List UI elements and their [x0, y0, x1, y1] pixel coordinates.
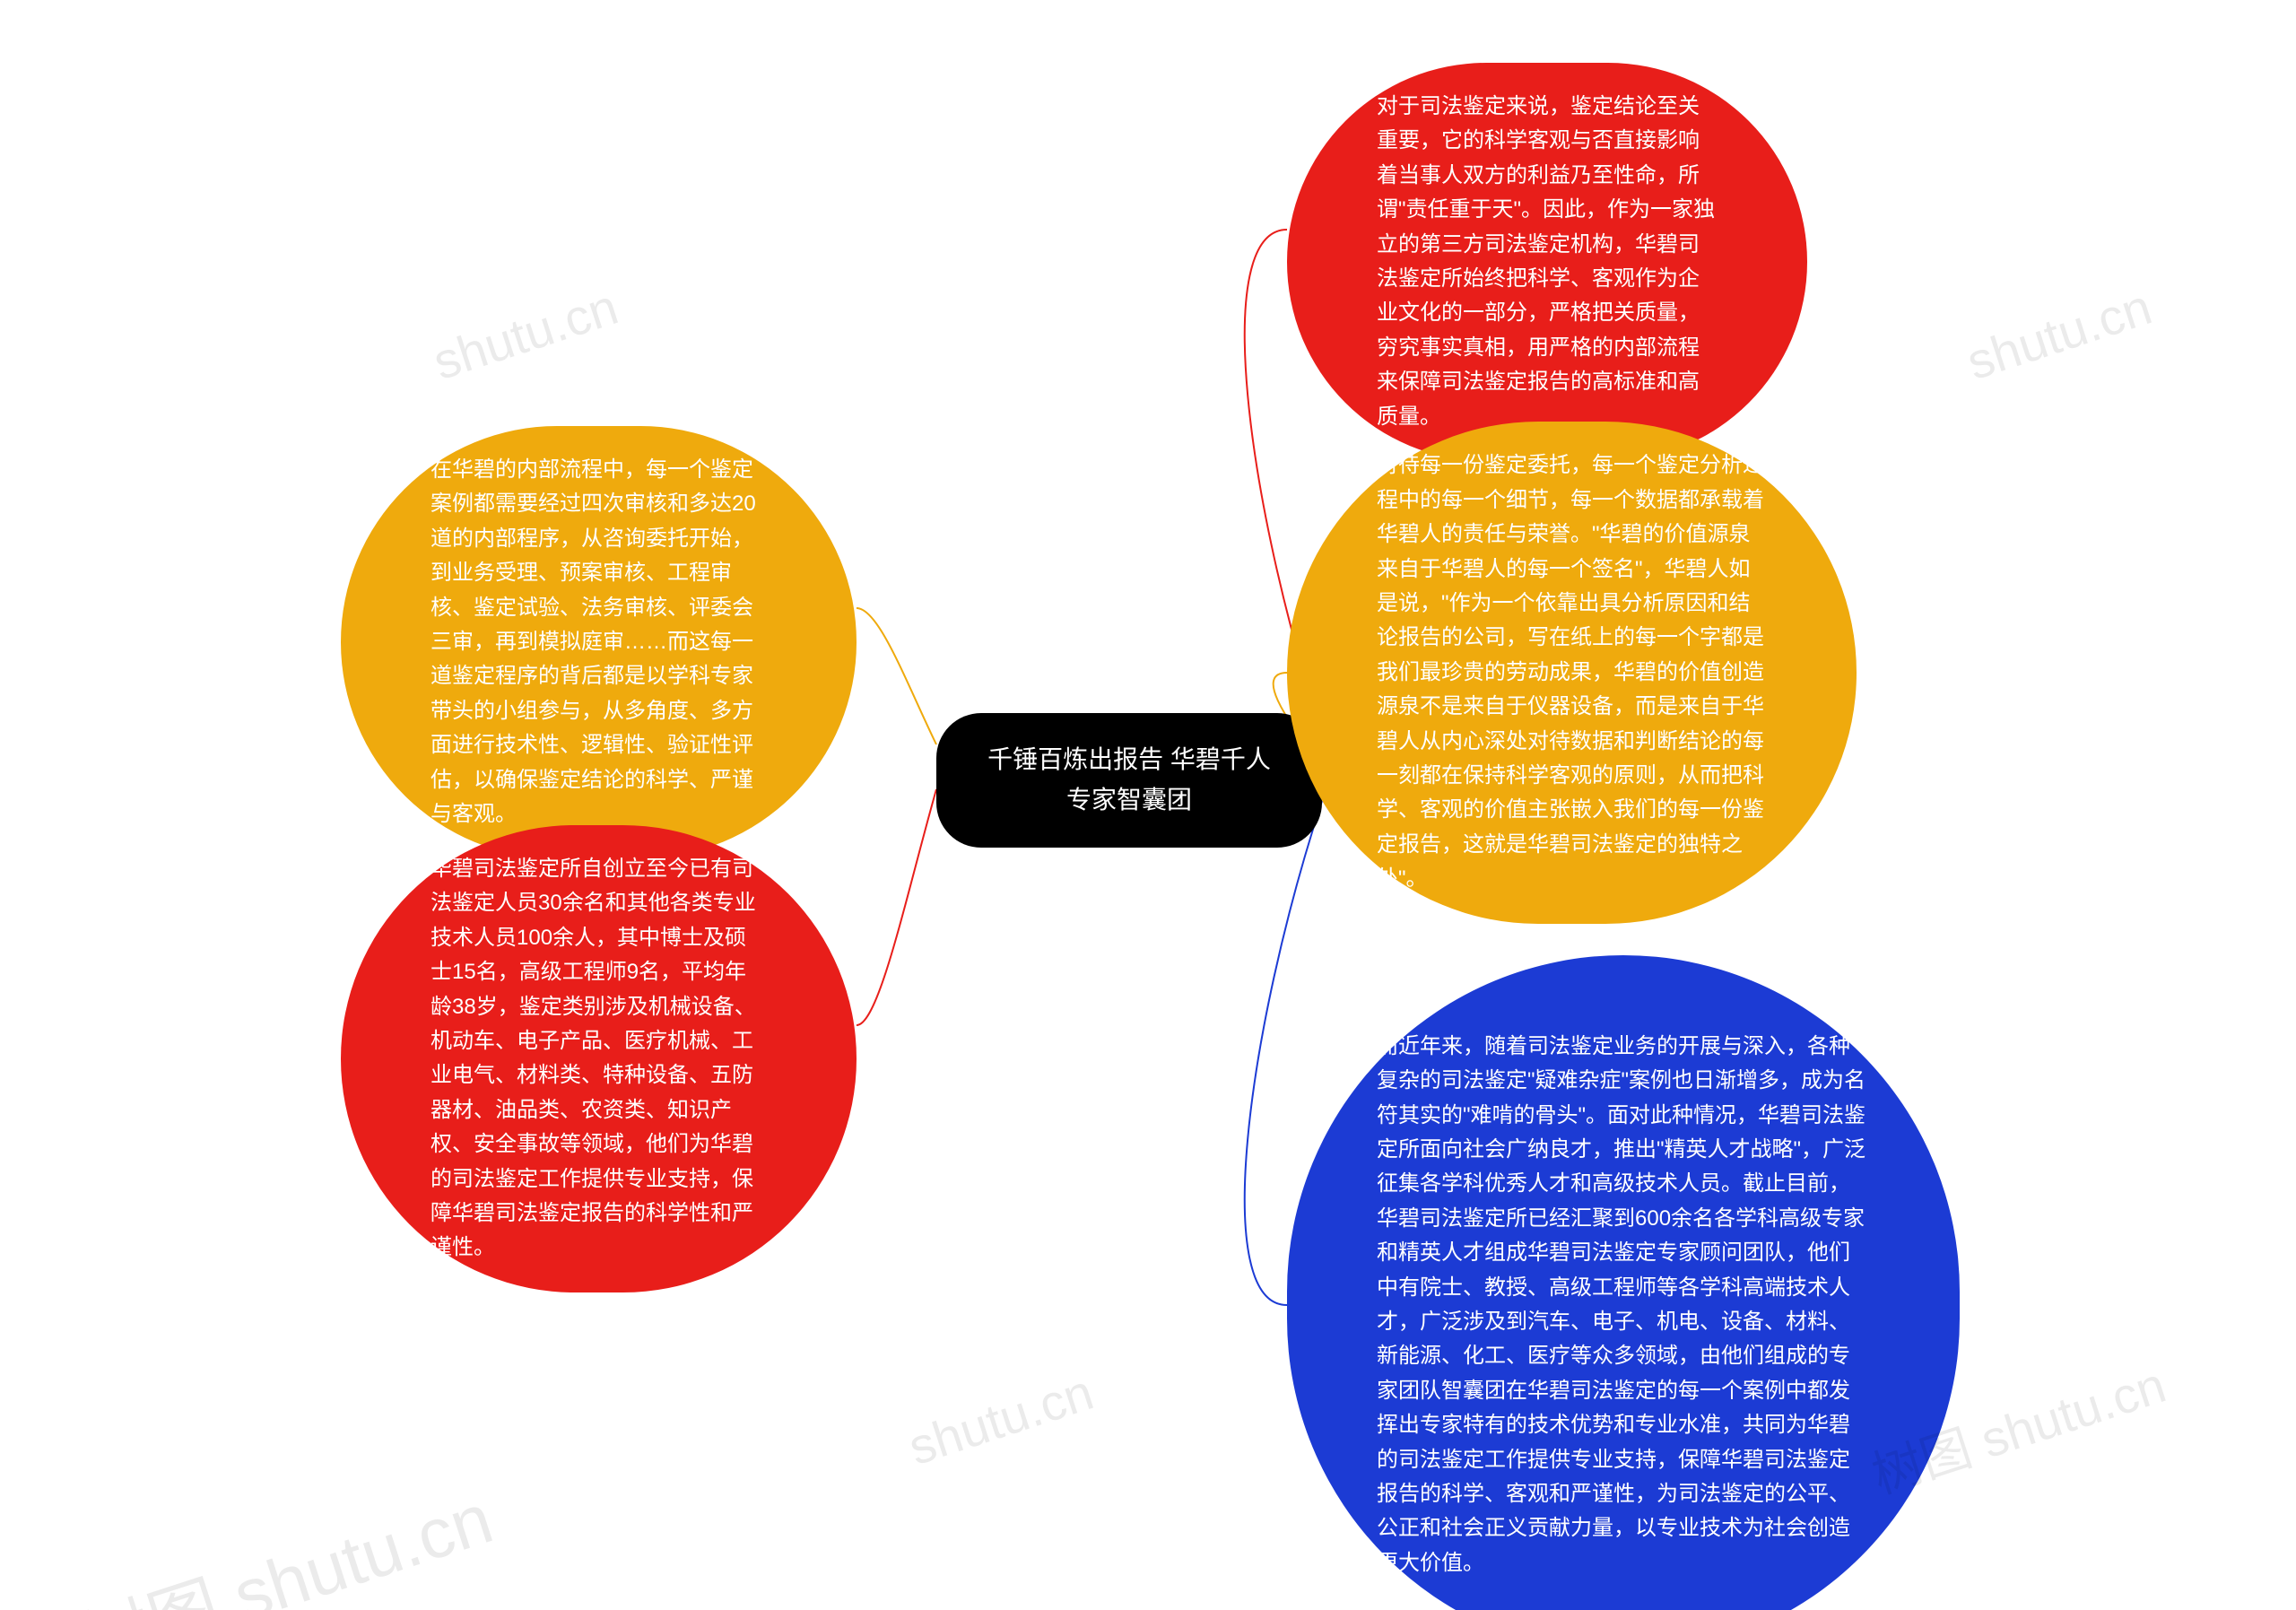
watermark: shutu.cn	[426, 277, 624, 391]
mindmap-node-left2: 华碧司法鉴定所自创立至今已有司法鉴定人员30余名和其他各类专业技术人员100余人…	[341, 825, 857, 1292]
connector	[857, 789, 936, 1025]
mindmap-node-left1: 在华碧的内部流程中，每一个鉴定案例都需要经过四次审核和多达20道的内部程序，从咨…	[341, 426, 857, 858]
connector	[857, 608, 936, 744]
mindmap-node-right1: 对于司法鉴定来说，鉴定结论至关重要，它的科学客观与否直接影响着当事人双方的利益乃…	[1287, 63, 1807, 461]
mindmap-node-right2: 对待每一份鉴定委托，每一个鉴定分析过程中的每一个细节，每一个数据都承载着华碧人的…	[1287, 422, 1857, 924]
mindmap-node-text: 对于司法鉴定来说，鉴定结论至关重要，它的科学客观与否直接影响着当事人双方的利益乃…	[1377, 90, 1718, 434]
mindmap-node-text: 而近年来，随着司法鉴定业务的开展与深入，各种复杂的司法鉴定"疑难杂症"案例也日渐…	[1377, 1030, 1870, 1580]
mindmap-node-right3: 而近年来，随着司法鉴定业务的开展与深入，各种复杂的司法鉴定"疑难杂症"案例也日渐…	[1287, 955, 1960, 1610]
mindmap-node-text: 华碧司法鉴定所自创立至今已有司法鉴定人员30余名和其他各类专业技术人员100余人…	[430, 852, 767, 1266]
center-node: 千锤百炼出报告 华碧千人专家智囊团	[936, 713, 1322, 848]
mindmap-node-text: 在华碧的内部流程中，每一个鉴定案例都需要经过四次审核和多达20道的内部程序，从咨…	[430, 453, 767, 831]
center-node-text: 千锤百炼出报告 华碧千人专家智囊团	[976, 740, 1283, 821]
mindmap-node-text: 对待每一份鉴定委托，每一个鉴定分析过程中的每一个细节，每一个数据都承载着华碧人的…	[1377, 448, 1767, 896]
watermark: shutu.cn	[901, 1362, 1100, 1476]
watermark: shutu.cn	[1960, 277, 2158, 391]
watermark: 树图 shutu.cn	[66, 1461, 503, 1610]
